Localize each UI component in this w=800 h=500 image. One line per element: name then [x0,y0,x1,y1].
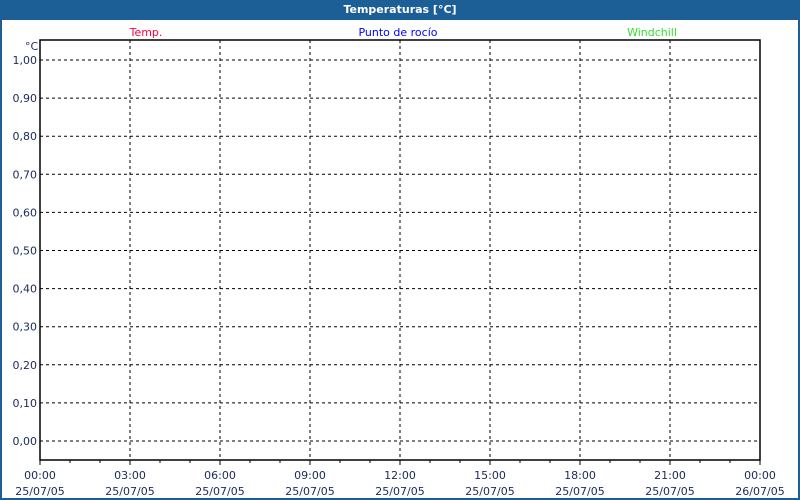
y-tick-label: 0,40 [13,283,38,296]
x-tick-time: 18:00 [564,469,596,482]
y-tick-label: 0,50 [13,245,38,258]
legend-item: Punto de rocío [358,26,437,39]
x-tick-time: 00:00 [24,469,56,482]
plot-area [39,39,761,461]
y-axis-label: °C [25,40,39,53]
x-tick-time: 12:00 [384,469,416,482]
x-tick-date: 25/07/05 [465,485,514,498]
x-tick-date: 25/07/05 [195,485,244,498]
y-tick-label: 0,10 [13,397,38,410]
y-tick-label: 0,70 [13,168,38,181]
y-tick-label: 0,60 [13,206,38,219]
y-tick-label: 0,90 [13,92,38,105]
x-tick-date: 25/07/05 [105,485,154,498]
x-tick-time: 06:00 [204,469,236,482]
x-tick-time: 21:00 [654,469,686,482]
y-tick-label: 0,20 [13,359,38,372]
x-tick-time: 15:00 [474,469,506,482]
y-tick-label: 0,80 [13,130,38,143]
x-tick-date: 25/07/05 [15,485,64,498]
y-tick-label: 0,00 [13,435,38,448]
x-tick-date: 26/07/05 [735,485,784,498]
x-tick-time: 03:00 [114,469,146,482]
x-tick-date: 25/07/05 [285,485,334,498]
x-tick-date: 25/07/05 [555,485,604,498]
y-tick-label: 1,00 [13,54,38,67]
y-tick-label: 0,30 [13,321,38,334]
legend-item: Temp. [129,26,163,39]
legend-item: Windchill [627,26,677,39]
x-tick-date: 25/07/05 [645,485,694,498]
x-tick-time: 00:00 [744,469,776,482]
x-tick-time: 09:00 [294,469,326,482]
chart-title: Temperaturas [°C] [0,0,800,20]
x-tick-date: 25/07/05 [375,485,424,498]
